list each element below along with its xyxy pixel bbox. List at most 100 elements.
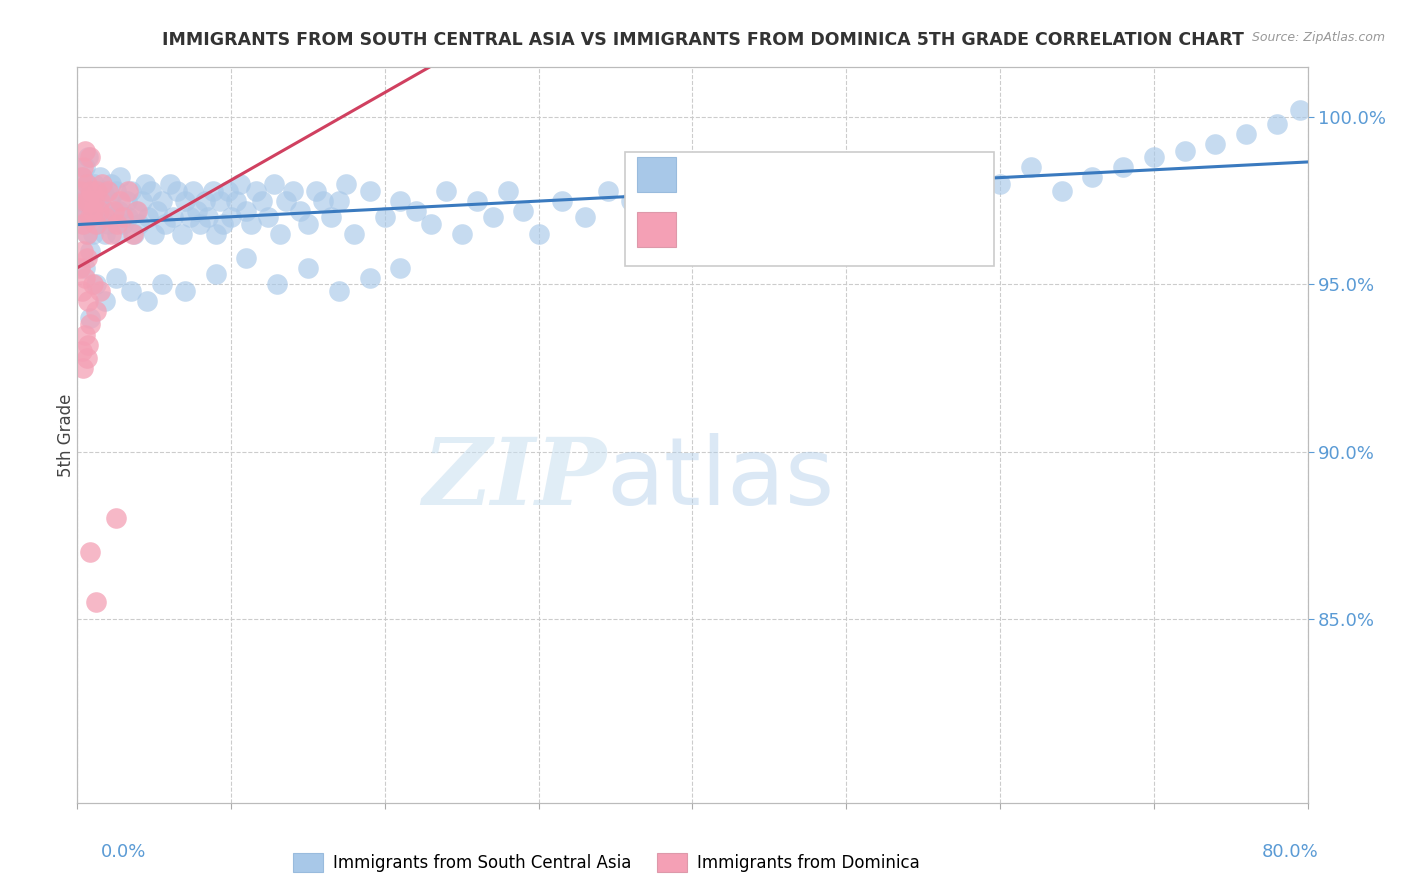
Point (186, 203, 208, 218)
Point (204, 227, 226, 242)
Point (643, 203, 665, 218)
Point (276, 194, 298, 208)
Point (94, 227, 117, 242)
Point (117, 211, 139, 225)
Point (711, 194, 734, 208)
Point (76, 177, 98, 191)
Point (94, 211, 117, 225)
Point (328, 284, 350, 298)
FancyBboxPatch shape (624, 152, 994, 266)
Point (84, 595, 107, 609)
Point (98, 194, 121, 208)
Point (134, 177, 156, 191)
Point (72, 244, 94, 258)
Point (897, 177, 920, 191)
Point (76, 351, 98, 365)
Point (82, 203, 104, 218)
Point (100, 177, 122, 191)
Point (143, 227, 166, 242)
Point (1050, 184, 1073, 198)
Point (76, 177, 98, 191)
Point (240, 217, 263, 231)
Y-axis label: 5th Grade: 5th Grade (58, 393, 75, 476)
Point (77, 194, 100, 208)
Point (82, 227, 104, 242)
Point (89, 170, 111, 185)
Point (79, 545, 101, 559)
Point (420, 217, 443, 231)
Point (73, 194, 96, 208)
Point (79, 211, 101, 225)
Point (112, 217, 135, 231)
Point (620, 194, 643, 208)
Point (120, 184, 142, 198)
Point (209, 194, 232, 208)
Point (250, 194, 273, 208)
Point (104, 184, 127, 198)
Point (225, 194, 247, 208)
Point (1143, 150, 1166, 164)
Point (166, 184, 188, 198)
Point (181, 184, 204, 198)
Point (70, 170, 93, 185)
Point (101, 211, 124, 225)
Point (96, 203, 118, 218)
Point (86, 184, 108, 198)
Point (97, 184, 120, 198)
Point (103, 203, 125, 218)
Point (73, 270, 96, 285)
Point (121, 227, 143, 242)
Point (988, 177, 1011, 191)
Point (266, 277, 288, 292)
Point (928, 170, 950, 185)
Point (105, 227, 128, 242)
Text: atlas: atlas (606, 433, 835, 525)
Point (73, 327, 96, 342)
Point (159, 177, 181, 191)
Point (128, 217, 150, 231)
Point (1019, 161, 1042, 175)
Point (79, 150, 101, 164)
Point (69, 260, 91, 275)
Point (90, 211, 114, 225)
Point (80, 184, 103, 198)
Point (1234, 127, 1257, 141)
Point (957, 194, 980, 208)
Point (758, 184, 780, 198)
Point (76, 227, 98, 242)
Point (174, 284, 197, 298)
Point (297, 217, 319, 231)
Point (70, 344, 93, 359)
Point (194, 194, 217, 208)
Point (374, 211, 396, 225)
Point (217, 184, 239, 198)
Point (281, 184, 304, 198)
Text: 80.0%: 80.0% (1263, 843, 1319, 861)
Point (125, 203, 148, 218)
Point (305, 184, 328, 198)
Point (219, 211, 242, 225)
Point (135, 294, 157, 309)
Point (512, 203, 534, 218)
Point (405, 203, 427, 218)
Point (481, 211, 503, 225)
Point (70, 284, 93, 298)
Point (87, 203, 110, 218)
Point (212, 217, 235, 231)
Point (72, 161, 94, 175)
Point (89, 284, 111, 298)
Point (115, 194, 138, 208)
Point (108, 203, 131, 218)
Point (596, 184, 619, 198)
Point (70, 170, 93, 185)
Point (245, 184, 267, 198)
Point (735, 211, 758, 225)
Point (87, 194, 110, 208)
Point (110, 194, 132, 208)
Point (69, 194, 91, 208)
Point (73, 203, 96, 218)
Point (117, 184, 139, 198)
Point (122, 227, 145, 242)
Point (127, 203, 149, 218)
Point (73, 144, 96, 158)
